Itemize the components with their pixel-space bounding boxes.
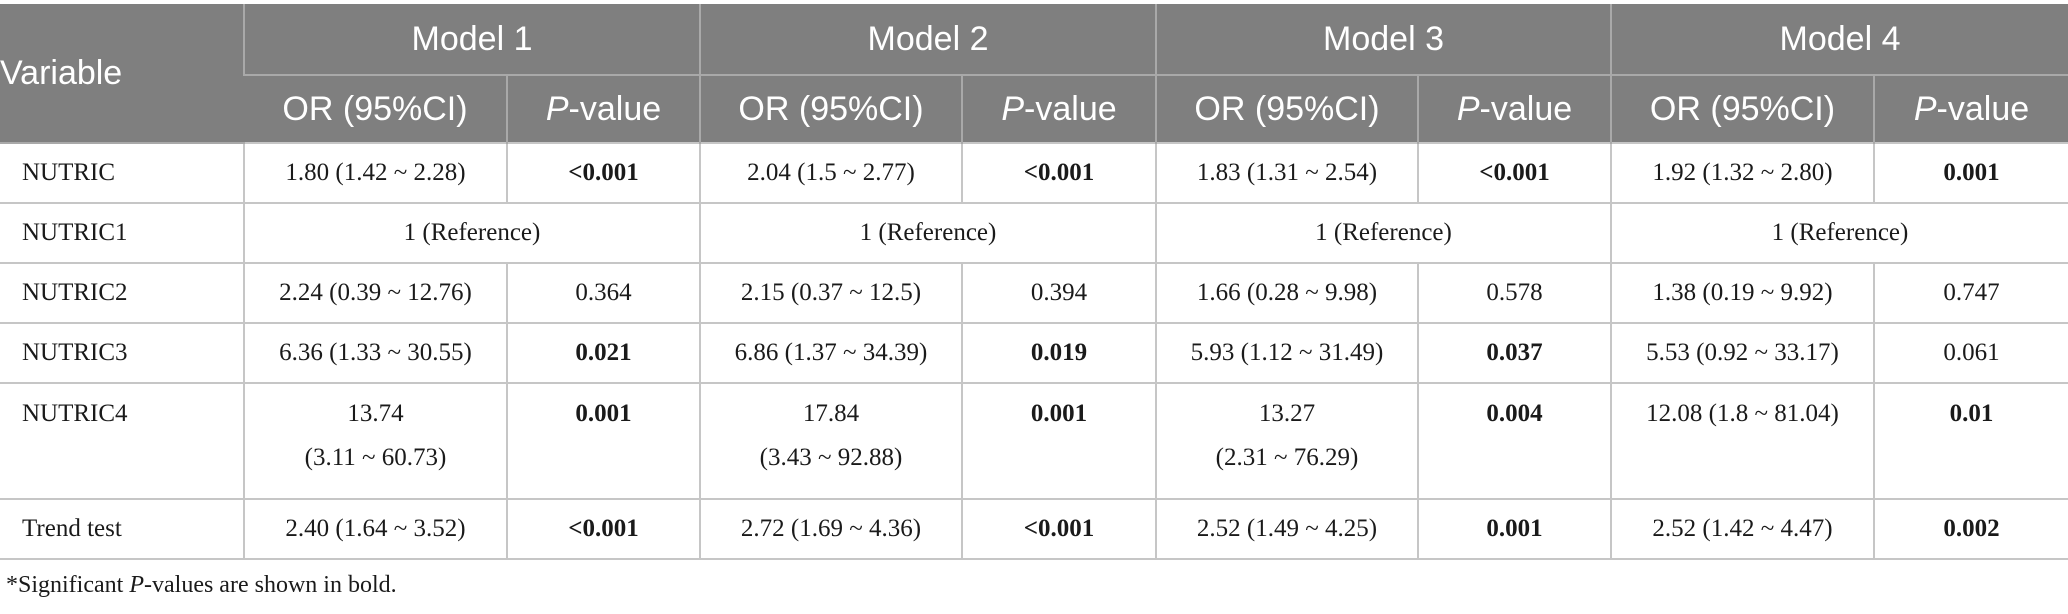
or-ci-cell: 1.80 (1.42 ~ 2.28) (243, 142, 508, 204)
model-1-header: Model 1 (243, 4, 700, 76)
p-italic: P (1001, 89, 1025, 128)
p-suffix: -value (1936, 89, 2030, 128)
header-row-models: Variable Model 1 Model 2 Model 3 Model 4 (0, 4, 2068, 144)
p-value-cell: 0.747 (1873, 262, 2068, 324)
row-label: NUTRIC1 (0, 202, 245, 264)
or-ci-line1: 12.08 (1.8 ~ 81.04) (1646, 400, 1839, 427)
or-ci-line2: (2.31 ~ 76.29) (1215, 444, 1359, 471)
or-ci-line1: 17.84 (802, 400, 860, 427)
or-ci-header: OR (95%CI) (699, 75, 962, 143)
p-value-cell: 0.061 (1873, 322, 2068, 384)
p-value-cell: 0.004 (1417, 382, 1612, 500)
p-value-header: P-value (961, 75, 1156, 143)
p-value-cell: 0.364 (506, 262, 701, 324)
p-italic: P (545, 89, 569, 128)
p-value-cell: <0.001 (961, 498, 1157, 560)
p-value-header: P-value (1417, 75, 1611, 143)
table-row: NUTRIC2 2.24 (0.39 ~ 12.76) 0.364 2.15 (0.3… (0, 262, 2068, 324)
p-value-cell: 0.394 (961, 262, 1157, 324)
p-value-cell: 0.001 (1873, 142, 2068, 204)
or-ci-cell: 2.72 (1.69 ~ 4.36) (699, 498, 963, 560)
or-ci-cell: 12.08 (1.8 ~ 81.04) (1610, 382, 1875, 500)
or-ci-cell: 5.53 (0.92 ~ 33.17) (1610, 322, 1875, 384)
or-ci-cell: 2.15 (0.37 ~ 12.5) (699, 262, 963, 324)
or-ci-cell: 2.52 (1.49 ~ 4.25) (1155, 498, 1419, 560)
or-ci-header: OR (95%CI) (244, 75, 507, 143)
model-3-header: Model 3 (1155, 4, 1611, 76)
p-value-cell: 0.001 (506, 382, 701, 500)
or-ci-cell: 2.52 (1.42 ~ 4.47) (1610, 498, 1875, 560)
or-ci-cell: 13.74 (3.11 ~ 60.73) (243, 382, 508, 500)
odds-ratio-table: Variable Model 1 Model 2 Model 3 Model 4… (0, 4, 2068, 560)
footnote-p: P (129, 572, 144, 598)
p-suffix: -value (1479, 89, 1573, 128)
or-ci-header: OR (95%CI) (1155, 75, 1418, 143)
or-ci-cell: 5.93 (1.12 ~ 31.49) (1155, 322, 1419, 384)
p-value-cell: 0.001 (1417, 498, 1612, 560)
or-ci-cell: 2.24 (0.39 ~ 12.76) (243, 262, 508, 324)
reference-cell: 1 (Reference) (243, 202, 701, 264)
p-value-cell: <0.001 (1417, 142, 1612, 204)
or-ci-line2: (3.43 ~ 92.88) (759, 444, 903, 471)
or-ci-cell: 1.66 (0.28 ~ 9.98) (1155, 262, 1419, 324)
p-value-cell: <0.001 (506, 498, 701, 560)
reference-cell: 1 (Reference) (699, 202, 1157, 264)
or-ci-cell: 1.92 (1.32 ~ 2.80) (1610, 142, 1875, 204)
or-ci-cell: 2.40 (1.64 ~ 3.52) (243, 498, 508, 560)
or-ci-cell: 2.04 (1.5 ~ 2.77) (699, 142, 963, 204)
table-row: NUTRIC1 1 (Reference) 1 (Reference) 1 (Refe… (0, 202, 2068, 264)
p-value-cell: 0.001 (961, 382, 1157, 500)
or-ci-cell: 1.83 (1.31 ~ 2.54) (1155, 142, 1419, 204)
p-value-cell: 0.002 (1873, 498, 2068, 560)
reference-cell: 1 (Reference) (1610, 202, 2068, 264)
p-value-cell: 0.01 (1873, 382, 2068, 500)
or-ci-line1: 13.74 (347, 400, 404, 427)
table-row: NUTRIC 1.80 (1.42 ~ 2.28) <0.001 2.04 (1.5 … (0, 142, 2068, 204)
p-value-cell: 0.037 (1417, 322, 1612, 384)
p-value-header: P-value (1873, 75, 2068, 143)
row-label: NUTRIC4 (0, 382, 245, 500)
or-ci-cell: 6.36 (1.33 ~ 30.55) (243, 322, 508, 384)
or-ci-cell: 1.38 (0.19 ~ 9.92) (1610, 262, 1875, 324)
footnote: *Significant P-values are shown in bold. (6, 572, 397, 599)
p-suffix: -value (1024, 89, 1117, 128)
table-row: NUTRIC3 6.36 (1.33 ~ 30.55) 0.021 6.86 (1.3… (0, 322, 2068, 384)
p-value-cell: 0.021 (506, 322, 701, 384)
or-ci-cell: 13.27 (2.31 ~ 76.29) (1155, 382, 1419, 500)
p-value-cell: 0.019 (961, 322, 1157, 384)
row-label: NUTRIC2 (0, 262, 245, 324)
or-ci-header: OR (95%CI) (1610, 75, 1874, 143)
or-ci-cell: 6.86 (1.37 ~ 34.39) (699, 322, 963, 384)
reference-cell: 1 (Reference) (1155, 202, 1612, 264)
header-row-subcolumns: OR (95%CI) P-value OR (95%CI) P-value OR (95… (0, 75, 2068, 143)
or-ci-cell: 17.84 (3.43 ~ 92.88) (699, 382, 963, 500)
table-row: NUTRIC4 13.74 (3.11 ~ 60.73) 0.001 17.84 (3.4… (0, 382, 2068, 500)
p-suffix: -value (568, 89, 662, 128)
footnote-post: -values are shown in bold. (144, 572, 397, 598)
row-label: NUTRIC3 (0, 322, 245, 384)
or-ci-line2: (3.11 ~ 60.73) (304, 444, 447, 471)
table-body: NUTRIC 1.80 (1.42 ~ 2.28) <0.001 2.04 (1.5 … (0, 142, 2068, 560)
p-value-header: P-value (506, 75, 700, 143)
p-value-cell: <0.001 (506, 142, 701, 204)
model-4-header: Model 4 (1610, 4, 2068, 76)
p-italic: P (1913, 89, 1937, 128)
or-ci-line1: 13.27 (1258, 400, 1316, 427)
row-label: NUTRIC (0, 142, 245, 204)
row-label: Trend test (0, 498, 245, 560)
footnote-pre: *Significant (6, 572, 130, 598)
model-2-header: Model 2 (699, 4, 1156, 76)
p-value-cell: <0.001 (961, 142, 1157, 204)
table-row: Trend test 2.40 (1.64 ~ 3.52) <0.001 2.72 (… (0, 498, 2068, 560)
p-italic: P (1456, 89, 1480, 128)
p-value-cell: 0.578 (1417, 262, 1612, 324)
variable-header: Variable (0, 4, 244, 144)
